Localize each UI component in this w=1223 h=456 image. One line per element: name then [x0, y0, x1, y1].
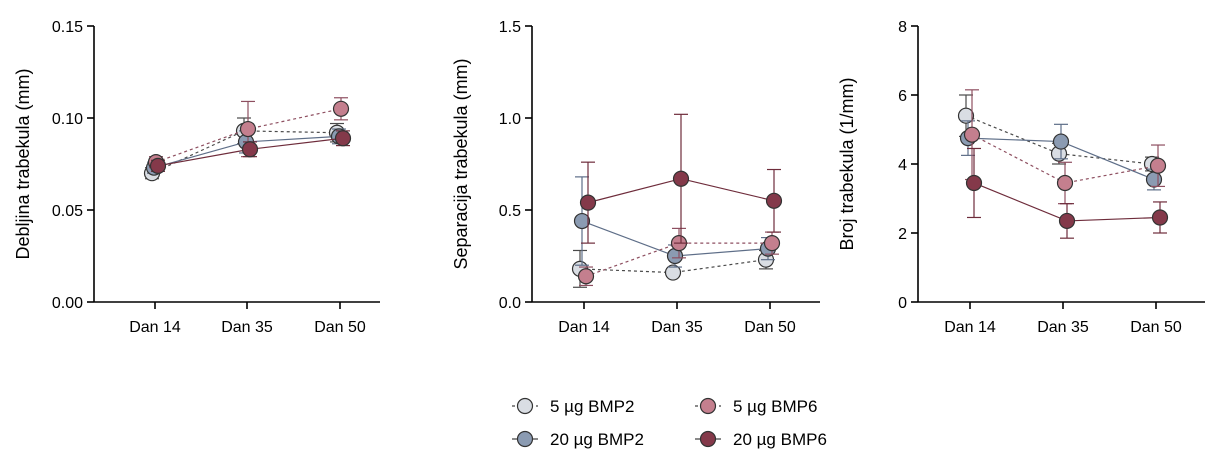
data-point — [149, 157, 167, 174]
x-tick-label: Dan 14 — [944, 319, 996, 336]
x-tick-label: Dan 50 — [744, 319, 796, 336]
y-tick-label: 0.0 — [499, 295, 521, 312]
data-point — [672, 170, 690, 187]
data-point — [241, 141, 259, 158]
series-2 — [573, 176, 777, 268]
data-point — [579, 194, 597, 211]
y-axis-label: Broj trabekula (1/mm) — [837, 77, 857, 250]
y-tick-label: 0.10 — [52, 111, 83, 128]
legend-marker — [699, 430, 717, 448]
legend-label: 20 µg BMP6 — [733, 430, 827, 449]
y-tick-label: 4 — [898, 157, 907, 174]
legend-label: 20 µg BMP2 — [550, 430, 644, 449]
legend-item-2: 20 µg BMP2 — [512, 430, 644, 449]
legend-marker — [516, 430, 534, 448]
y-tick-label: 1.5 — [499, 19, 521, 36]
data-point — [334, 130, 352, 147]
data-point — [763, 235, 781, 252]
series-3 — [577, 227, 781, 287]
legend: 5 µg BMP2 20 µg BMP2 5 µg BMP6 20 µg BMP6 — [512, 397, 827, 449]
data-point — [577, 268, 595, 285]
y-tick-label: 1.0 — [499, 111, 521, 128]
data-point — [664, 264, 682, 281]
data-point — [963, 126, 981, 143]
series-3 — [147, 97, 350, 171]
data-point — [965, 174, 983, 192]
y-tick-label: 0.00 — [52, 295, 83, 312]
y-tick-label: 2 — [898, 226, 907, 243]
x-tick-label: Dan 35 — [221, 319, 273, 336]
data-point — [239, 120, 257, 138]
data-point — [573, 212, 591, 230]
x-tick-label: Dan 50 — [314, 319, 366, 336]
x-tick-label: Dan 14 — [558, 319, 610, 336]
legend-item-1: 5 µg BMP2 — [512, 397, 634, 416]
series-4 — [149, 130, 352, 174]
chart-panel-1: 0.00 0.05 0.10 0.15 Dan 14 Dan 35 Dan 50 Deblji… — [13, 19, 380, 336]
series-line — [579, 259, 767, 274]
data-point — [1052, 133, 1070, 150]
data-point — [1058, 212, 1076, 230]
y-tick-label: 0.5 — [499, 203, 521, 220]
series-line — [965, 115, 1153, 165]
x-tick-label: Dan 50 — [1130, 319, 1182, 336]
data-point — [1149, 157, 1167, 174]
series-line — [151, 130, 338, 174]
legend-item-4: 20 µg BMP6 — [695, 430, 827, 449]
y-tick-label: 6 — [898, 88, 907, 105]
data-point — [332, 100, 350, 117]
data-point — [1145, 171, 1163, 188]
series-4 — [965, 147, 1169, 239]
data-point — [957, 107, 975, 124]
chart-panel-3: 0 2 4 6 8 Dan 14 Dan 35 Dan 50 Broj trabekula (1… — [837, 19, 1205, 336]
y-tick-label: 8 — [898, 19, 907, 36]
y-axis-label: Debljina trabekula (mm) — [13, 68, 33, 259]
x-tick-label: Dan 35 — [651, 319, 703, 336]
y-tick-label: 0.05 — [52, 203, 83, 220]
legend-marker — [516, 397, 534, 415]
data-point — [1151, 209, 1169, 226]
legend-item-3: 5 µg BMP6 — [695, 397, 817, 416]
y-tick-label: 0 — [898, 295, 907, 312]
series-1 — [957, 94, 1161, 173]
legend-marker — [699, 397, 717, 415]
y-tick-label: 0.15 — [52, 19, 83, 36]
data-point — [1056, 174, 1074, 192]
series-4 — [579, 113, 783, 244]
chart-panel-2: 0.0 0.5 1.0 1.5 Dan 14 Dan 35 Dan 50 Separacija… — [451, 19, 820, 336]
series-3 — [963, 89, 1167, 205]
y-axis-label: Separacija trabekula (mm) — [451, 58, 471, 269]
data-point — [765, 192, 783, 209]
legend-label: 5 µg BMP6 — [733, 397, 817, 416]
legend-label: 5 µg BMP2 — [550, 397, 634, 416]
x-tick-label: Dan 14 — [129, 319, 181, 336]
x-tick-label: Dan 35 — [1037, 319, 1089, 336]
